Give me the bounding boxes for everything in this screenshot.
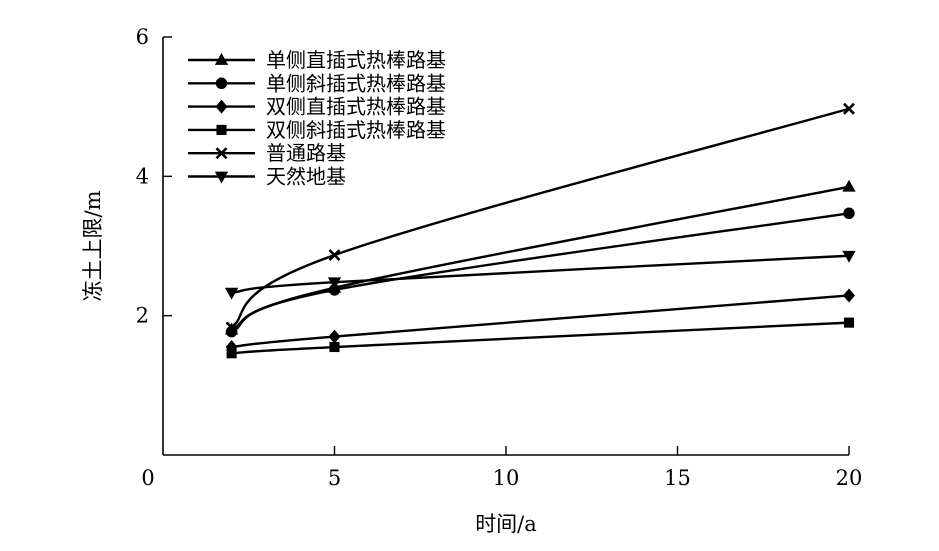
ticks: 0 5 10 15 20 2 4 6: [136, 25, 863, 490]
y-tick-label: 2: [136, 304, 149, 328]
data-point-6: [842, 250, 856, 263]
y-axis-title: 冻土上限/m: [81, 190, 105, 301]
data-point-5: [225, 321, 238, 334]
series-line-3: [231, 294, 850, 349]
legend-marker: [216, 124, 227, 135]
x-axis-title: 时间/a: [475, 512, 537, 536]
data-point-4: [843, 317, 855, 328]
data-point-3: [328, 329, 341, 344]
data-point-2: [328, 284, 341, 296]
legend-marker: [215, 77, 228, 90]
x-tick-label: 5: [328, 466, 341, 490]
data-point-6: [224, 287, 239, 300]
legend-marker: [215, 147, 228, 160]
legend-label: 单侧斜插式热棒路基: [266, 71, 446, 95]
legend-marker: [215, 99, 228, 114]
data-point-1: [842, 179, 856, 192]
data-point-6: [327, 277, 342, 290]
series-line-5: [230, 107, 850, 329]
x-tick-label: 0: [141, 466, 154, 490]
series-line-4: [231, 321, 850, 355]
x-tick-label: 10: [493, 466, 520, 490]
series-line-6: [231, 254, 850, 294]
legend-label: 双侧斜插式热棒路基: [266, 118, 446, 142]
y-tick-label: 6: [136, 25, 149, 49]
legend-label: 天然地基: [266, 165, 346, 189]
data-point-4: [226, 348, 237, 359]
y-tick-label: 4: [136, 164, 149, 188]
data-point-2: [843, 207, 855, 219]
data-point-4: [329, 341, 340, 353]
legend: 单侧直插式热棒路基单侧斜插式热棒路基双侧直插式热棒路基双侧斜插式热棒路基普通路基…: [188, 48, 446, 189]
data-point-5: [843, 102, 855, 115]
legend-marker: [214, 53, 229, 65]
x-tick-label: 15: [664, 466, 691, 490]
x-tick-label: 20: [836, 466, 863, 490]
legend-label: 普通路基: [266, 141, 346, 165]
legend-label: 单侧直插式热棒路基: [266, 48, 446, 72]
series-layer: [224, 102, 856, 359]
data-point-5: [328, 249, 341, 262]
data-point-3: [843, 288, 855, 303]
legend-label: 双侧直插式热棒路基: [266, 95, 446, 119]
legend-marker: [214, 171, 229, 184]
